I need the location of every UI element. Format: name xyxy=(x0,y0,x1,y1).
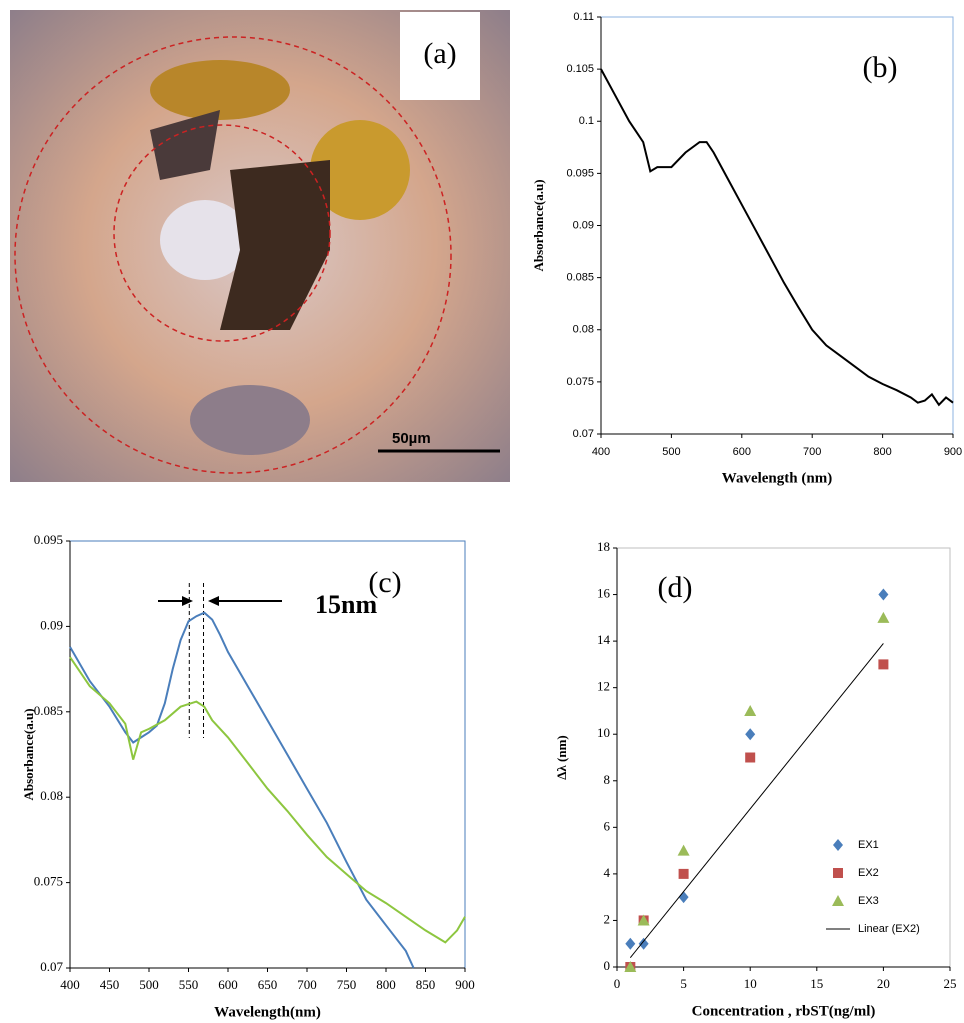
x-tick-label: 900 xyxy=(455,977,475,992)
x-axis-label: Wavelength (nm) xyxy=(722,470,832,486)
x-tick-label: 900 xyxy=(944,446,962,458)
trend-line xyxy=(630,643,883,957)
x-tick-label: 700 xyxy=(297,977,317,992)
x-tick-label: 5 xyxy=(680,976,687,991)
legend-marker xyxy=(833,868,843,878)
y-tick-label: 2 xyxy=(604,911,611,926)
y-tick-label: 0.11 xyxy=(573,11,594,23)
scale-bar-label: 50µm xyxy=(392,430,431,447)
series-line xyxy=(70,613,414,968)
legend-label: EX2 xyxy=(858,867,879,879)
y-tick-label: 4 xyxy=(604,865,611,880)
y-tick-label: 6 xyxy=(604,818,611,833)
y-tick-label: 0.095 xyxy=(34,532,63,547)
y-tick-label: 12 xyxy=(597,679,610,694)
y-tick-label: 0.07 xyxy=(573,428,594,440)
y-axis-label: Absorbance(a.u) xyxy=(531,179,546,271)
panel-label: (a) xyxy=(423,37,456,70)
x-tick-label: 600 xyxy=(218,977,238,992)
plot-frame xyxy=(70,541,465,968)
y-tick-label: 0.095 xyxy=(566,167,594,179)
point xyxy=(877,612,889,623)
y-tick-label: 0.085 xyxy=(566,272,594,284)
x-tick-label: 800 xyxy=(873,446,891,458)
gold-region xyxy=(150,60,290,120)
x-tick-label: 20 xyxy=(877,976,890,991)
y-tick-label: 0.1 xyxy=(579,115,594,127)
legend-label: EX3 xyxy=(858,895,879,907)
series-line xyxy=(70,657,465,942)
x-tick-label: 650 xyxy=(258,977,278,992)
x-axis-label: Concentration , rbST(ng/ml) xyxy=(692,1003,876,1019)
point xyxy=(679,869,689,879)
point xyxy=(745,753,755,763)
point xyxy=(625,938,635,950)
panel-label: (b) xyxy=(863,51,898,84)
y-tick-label: 0.105 xyxy=(566,63,594,75)
page: (a) 50µm 0.070.0750.080.0850.090.0950.10… xyxy=(0,0,964,1023)
plot-frame xyxy=(601,17,953,434)
y-tick-label: 0.08 xyxy=(573,324,594,336)
shadow xyxy=(190,385,310,455)
plot-frame xyxy=(617,548,950,967)
x-tick-label: 25 xyxy=(944,976,957,991)
x-tick-label: 600 xyxy=(733,446,751,458)
point xyxy=(639,938,649,950)
peak-arrows xyxy=(158,596,282,606)
y-tick-label: 16 xyxy=(597,586,611,601)
y-tick-label: 0.075 xyxy=(566,376,594,388)
y-tick-label: 0 xyxy=(604,958,611,973)
x-axis-label: Wavelength(nm) xyxy=(214,1004,321,1020)
y-axis-label: Δλ (nm) xyxy=(554,735,569,780)
annotation: 15nm xyxy=(315,590,377,619)
x-tick-label: 10 xyxy=(744,976,757,991)
x-tick-label: 700 xyxy=(803,446,821,458)
y-tick-label: 0.075 xyxy=(34,874,63,889)
x-tick-label: 0 xyxy=(614,976,621,991)
x-tick-label: 15 xyxy=(810,976,823,991)
arrow-head xyxy=(182,596,193,606)
x-tick-label: 400 xyxy=(592,446,610,458)
point xyxy=(679,891,689,903)
y-tick-label: 14 xyxy=(597,632,611,647)
y-tick-label: 0.085 xyxy=(34,703,63,718)
legend-marker xyxy=(832,895,844,906)
arrow-head xyxy=(208,596,219,606)
panel-label: (d) xyxy=(658,571,693,604)
x-tick-label: 400 xyxy=(60,977,80,992)
y-tick-label: 0.09 xyxy=(40,617,63,632)
legend-marker xyxy=(833,839,843,851)
series-line xyxy=(601,69,953,405)
y-axis-label: Absorbance(a.u) xyxy=(21,708,36,800)
x-tick-label: 500 xyxy=(139,977,159,992)
x-tick-label: 750 xyxy=(337,977,357,992)
x-tick-label: 850 xyxy=(416,977,436,992)
x-tick-label: 450 xyxy=(100,977,120,992)
x-tick-label: 500 xyxy=(662,446,680,458)
y-tick-label: 8 xyxy=(604,772,611,787)
figure: (a) 50µm 0.070.0750.080.0850.090.0950.10… xyxy=(0,0,964,1023)
y-tick-label: 10 xyxy=(597,725,610,740)
legend-label: EX1 xyxy=(858,839,879,851)
micrograph: (a) 50µm xyxy=(10,10,510,482)
x-tick-label: 800 xyxy=(376,977,396,992)
point xyxy=(745,728,755,740)
y-tick-label: 0.08 xyxy=(40,788,63,803)
y-tick-label: 18 xyxy=(597,539,610,554)
point xyxy=(878,589,888,601)
point xyxy=(678,845,690,856)
legend-label: Linear (EX2) xyxy=(858,923,920,935)
x-tick-label: 550 xyxy=(179,977,199,992)
point xyxy=(878,659,888,669)
point xyxy=(744,705,756,716)
y-tick-label: 0.09 xyxy=(573,219,594,231)
y-tick-label: 0.07 xyxy=(40,959,63,974)
